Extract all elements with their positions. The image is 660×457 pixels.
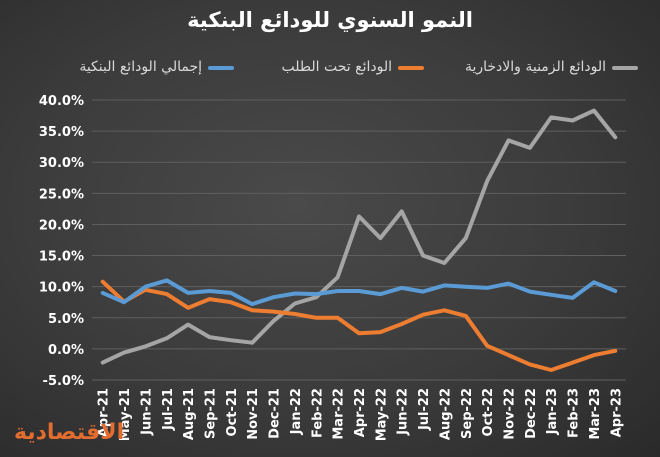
- legend-label-time-savings: الودائع الزمنية والادخارية: [464, 59, 606, 75]
- x-tick-label: Mar-23: [588, 388, 603, 440]
- y-tick-label: 15.0%: [39, 250, 84, 265]
- x-tick-label: Feb-23: [567, 388, 582, 438]
- legend-swatch-demand: [398, 66, 424, 70]
- chart-title: النمو السنوي للودائع البنكية: [187, 8, 473, 32]
- x-tick-label: Sep-22: [460, 388, 475, 439]
- brand-logo: الاقتصادية: [14, 420, 125, 445]
- x-tick-label: Aug-22: [438, 388, 453, 440]
- x-tick-label: Dec-22: [524, 388, 539, 439]
- series-line-2: [100, 108, 618, 365]
- x-tick-label: May-21: [118, 388, 133, 441]
- y-tick-label: 40.0%: [39, 94, 84, 109]
- x-tick-label: Oct-21: [225, 388, 240, 436]
- legend-label-demand: الودائع تحت الطلب: [281, 59, 392, 75]
- x-tick-label: Jun-21: [139, 388, 154, 436]
- series-line-1: [100, 279, 618, 372]
- series-line-0: [100, 278, 618, 307]
- x-tick-label: Nov-21: [246, 388, 261, 440]
- x-tick-label: Jan-22: [289, 388, 304, 435]
- y-tick-label: 5.0%: [48, 312, 84, 327]
- x-tick-label: Mar-22: [332, 388, 347, 440]
- x-tick-label: Jul-21: [161, 388, 176, 431]
- x-tick-label: Oct-22: [481, 388, 496, 436]
- y-tick-label: 10.0%: [39, 281, 84, 296]
- y-tick-label: 0.0%: [48, 343, 84, 358]
- y-tick-label: 25.0%: [39, 187, 84, 202]
- x-tick-label: Dec-21: [268, 388, 283, 439]
- x-tick-label: Aug-21: [182, 388, 197, 440]
- x-tick-label: Nov-22: [503, 388, 518, 440]
- x-tick-label: Apr-23: [609, 388, 624, 437]
- x-tick-label: Sep-21: [203, 388, 218, 439]
- legend-label-total: إجمالي الودائع البنكية: [79, 59, 202, 75]
- legend-swatch-time-savings: [612, 66, 638, 70]
- x-tick-label: Jan-23: [545, 388, 560, 435]
- x-tick-label: May-22: [374, 388, 389, 441]
- x-tick-label: Jul-22: [417, 388, 432, 431]
- y-tick-label: 30.0%: [39, 156, 84, 171]
- y-tick-label: 35.0%: [39, 125, 84, 140]
- x-tick-label: Jun-22: [396, 388, 411, 436]
- y-tick-label: 20.0%: [39, 218, 84, 233]
- x-tick-label: Apr-22: [353, 388, 368, 437]
- legend-swatch-total: [208, 66, 234, 70]
- x-tick-label: Feb-22: [310, 388, 325, 438]
- y-tick-label: -5.0%: [43, 374, 84, 389]
- x-tick-label: Apr-21: [97, 388, 112, 437]
